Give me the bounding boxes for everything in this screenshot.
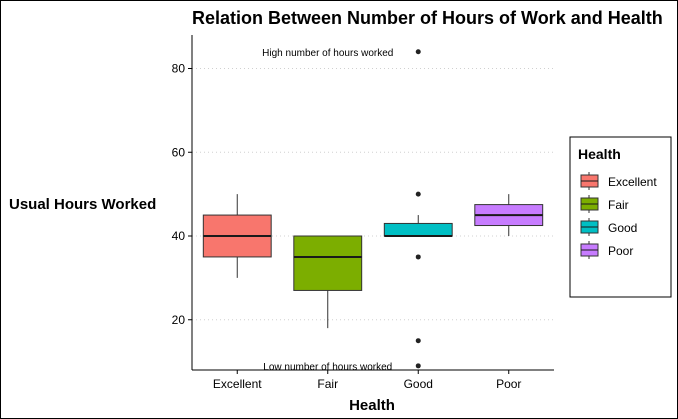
annotation-label: Low number of hours worked <box>263 362 392 373</box>
box-body <box>293 235 363 291</box>
y-tick-label: 40 <box>172 229 186 243</box>
outlier-point <box>415 254 421 260</box>
legend: Health Excellent Fair Good Poor <box>569 136 672 298</box>
x-tick-label: Poor <box>496 377 521 391</box>
box-poor <box>474 194 544 236</box>
legend-label: Fair <box>608 198 629 212</box>
x-tick-label: Fair <box>317 377 338 391</box>
chart-title: Relation Between Number of Hours of Work… <box>192 8 663 28</box>
legend-label: Poor <box>608 244 633 258</box>
box-fair <box>293 235 363 329</box>
outlier-point <box>415 338 421 344</box>
x-tick-label: Excellent <box>213 377 262 391</box>
legend-item-good: Good <box>580 218 637 236</box>
box-good <box>383 215 453 237</box>
x-axis-ticks: Excellent Fair Good Poor <box>213 370 521 391</box>
box-excellent <box>202 194 272 278</box>
grid-lines <box>192 68 554 321</box>
outlier-point <box>415 191 421 197</box>
legend-items: Excellent Fair Good Poor <box>580 172 657 259</box>
y-axis-title: Usual Hours Worked <box>9 196 156 213</box>
legend-title: Health <box>578 146 621 162</box>
box-series <box>202 194 544 329</box>
y-tick-label: 60 <box>172 145 186 159</box>
box-body <box>383 222 453 237</box>
y-tick-label: 20 <box>172 313 186 327</box>
legend-item-fair: Fair <box>580 195 629 213</box>
x-axis-title: Health <box>349 397 395 414</box>
legend-item-poor: Poor <box>580 241 633 259</box>
legend-label: Excellent <box>608 175 657 189</box>
x-tick-label: Good <box>404 377 433 391</box>
outlier-point <box>415 363 421 369</box>
y-axis-ticks: 20 40 60 80 <box>172 62 192 327</box>
legend-label: Good <box>608 221 637 235</box>
legend-item-excellent: Excellent <box>580 172 657 190</box>
outlier-points <box>415 49 421 369</box>
outlier-point <box>415 49 421 55</box>
annotations: High number of hours worked Low number of… <box>262 48 393 373</box>
annotation-label: High number of hours worked <box>262 48 393 59</box>
y-tick-label: 80 <box>172 62 186 76</box>
legend-box <box>569 136 672 298</box>
